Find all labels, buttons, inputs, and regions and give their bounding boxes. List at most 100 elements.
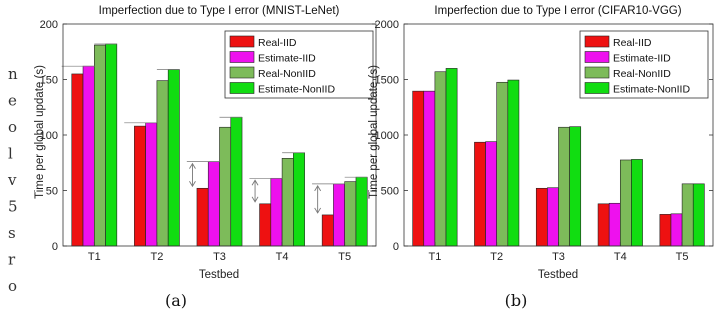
y-axis-label-a: Time per global update (s) (34, 65, 46, 199)
legend-swatch (229, 51, 255, 63)
bar-estimate-iid-t1 (423, 90, 436, 247)
error-arrow-head (314, 184, 322, 192)
legend-swatch (229, 35, 255, 48)
side-fragment: l (8, 145, 13, 163)
side-fragment: 5 (8, 198, 18, 216)
y-axis-label-b: Time per global update (s) (368, 65, 380, 199)
y-tick-label: 100 (40, 130, 58, 142)
bar-real-noniid-t4 (619, 159, 632, 247)
legend-a: Real-IID Estimate-IID Real-NonIID Estimate-… (224, 30, 374, 99)
bar-estimate-noniid-t3 (230, 116, 243, 247)
error-arrow-head (251, 196, 259, 203)
x-axis-label-b: Testbed (538, 269, 578, 281)
x-tick-label: T1 (88, 251, 101, 263)
x-tick-label: T3 (213, 251, 226, 263)
legend-entry: Estimate-NonIID (258, 84, 335, 96)
side-fragment: e (8, 92, 17, 110)
legend-entry: Real-IID (613, 37, 652, 49)
legend-entry: Estimate-NonIID (613, 84, 690, 96)
side-fragment: o (8, 118, 17, 136)
bar-real-noniid-t1 (94, 44, 106, 247)
y-tick-label: 2000 (375, 19, 399, 31)
y-tick-label: 500 (381, 186, 399, 198)
legend-swatch (584, 51, 610, 63)
bar-real-iid-t4 (259, 203, 272, 247)
side-fragment: n (8, 65, 18, 83)
bar-estimate-iid-t5 (333, 183, 346, 247)
bar-estimate-iid-t3 (207, 161, 220, 247)
legend-swatch (584, 66, 610, 79)
y-tick-label: 0 (52, 241, 58, 253)
legend-swatch (229, 66, 255, 79)
side-fragment: r (8, 251, 16, 269)
bar-real-noniid-t5 (344, 181, 357, 247)
chart-title-a: Imperfection due to Type I error (MNIST-… (99, 5, 340, 17)
x-tick-label: T5 (338, 251, 351, 263)
legend-entry: Estimate-IID (258, 53, 316, 65)
chart-title-b: Imperfection due to Type I error (CIFAR1… (434, 5, 681, 17)
bar-estimate-noniid-t2 (167, 69, 180, 247)
x-axis-label-a: Testbed (199, 269, 239, 281)
error-arrow-head (189, 181, 196, 188)
bar-estimate-noniid-t4 (631, 159, 643, 247)
bar-real-noniid-t1 (434, 71, 447, 247)
bar-estimate-iid-t3 (547, 187, 559, 247)
legend-swatch (584, 35, 610, 48)
legend-entry: Real-NonIID (258, 68, 316, 80)
bar-real-iid-t1 (71, 73, 84, 247)
legend-entry: Estimate-IID (613, 53, 671, 65)
bar-real-noniid-t4 (281, 158, 294, 247)
y-tick-label: 1000 (375, 130, 399, 142)
y-tick-label: 200 (40, 19, 58, 31)
caption-a: (a) (165, 291, 187, 310)
legend-entry: Real-IID (258, 37, 297, 49)
x-tick-label: T4 (276, 251, 289, 263)
x-tick-label: T2 (490, 251, 503, 263)
bar-real-noniid-t5 (681, 183, 694, 247)
error-arrow-head (314, 207, 322, 214)
bar-estimate-noniid-t4 (293, 152, 305, 247)
bar-real-noniid-t2 (496, 81, 509, 247)
legend-swatch (229, 82, 255, 94)
bar-estimate-noniid-t5 (355, 176, 368, 247)
x-tick-label: T1 (428, 251, 441, 263)
bar-real-iid-t2 (134, 125, 146, 247)
bar-real-iid-t3 (535, 187, 548, 247)
bar-real-iid-t5 (659, 214, 672, 247)
side-fragment: v (7, 171, 17, 189)
side-fragment: o (8, 277, 17, 295)
y-tick-label: 1500 (375, 75, 399, 87)
side-fragment: s (8, 224, 16, 242)
caption-b: (b) (505, 291, 528, 310)
bar-estimate-iid-t2 (485, 141, 497, 247)
bar-real-iid-t5 (321, 214, 334, 247)
bar-estimate-iid-t4 (270, 177, 283, 247)
bar-real-iid-t1 (412, 90, 425, 247)
bar-real-noniid-t3 (558, 126, 570, 247)
x-tick-label: T5 (676, 251, 689, 263)
bar-real-iid-t4 (597, 203, 610, 247)
bar-real-noniid-t2 (156, 80, 169, 247)
chart-panel-a: Imperfection due to Type I error (MNIST-… (34, 5, 377, 310)
y-tick-label: 150 (40, 75, 58, 87)
bar-estimate-iid-t1 (82, 65, 95, 247)
x-tick-label: T3 (552, 251, 565, 263)
bar-real-iid-t2 (474, 141, 486, 247)
bar-estimate-noniid-t3 (569, 126, 582, 247)
chart-panel-b: Imperfection due to Type I error (CIFAR1… (368, 5, 714, 310)
bar-estimate-iid-t2 (145, 122, 158, 247)
legend-entry: Real-NonIID (613, 68, 671, 80)
error-arrow-head (189, 162, 196, 169)
bar-estimate-noniid-t1 (445, 68, 458, 247)
x-tick-label: T4 (614, 251, 627, 263)
legend-b: Real-IID Estimate-IID Real-NonIID Estimate-… (579, 30, 709, 99)
bar-estimate-noniid-t1 (105, 43, 118, 247)
bar-real-noniid-t3 (219, 126, 232, 247)
bar-estimate-noniid-t5 (692, 183, 705, 247)
bar-estimate-iid-t5 (670, 213, 683, 247)
bar-estimate-noniid-t2 (507, 79, 520, 247)
y-tick-label: 50 (46, 186, 58, 198)
legend-swatch (584, 82, 610, 94)
